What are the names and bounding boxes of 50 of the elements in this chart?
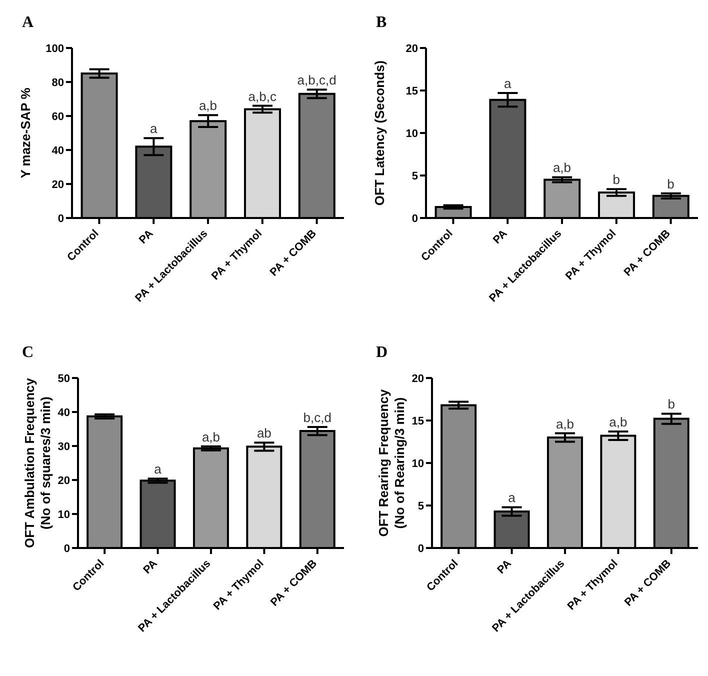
annotation: a,b [552, 160, 572, 176]
annotation: b,c,d [303, 410, 332, 425]
annotation: b [667, 176, 674, 192]
chart-title: D [376, 344, 388, 362]
x-tick-label: PA [141, 558, 160, 576]
annotation: a,b [198, 98, 218, 114]
annotation: a [154, 462, 162, 477]
y-tick-label: 0 [412, 212, 418, 225]
y-tick-label: 80 [52, 76, 64, 89]
annotation: a [150, 121, 158, 136]
y-tick-label: 0 [58, 212, 64, 225]
y-tick-label: 20 [52, 178, 64, 191]
y-tick-label: 30 [58, 440, 70, 453]
chart-title: C [22, 344, 34, 362]
y-tick-label: 40 [52, 144, 64, 157]
chart-title: B [376, 14, 387, 32]
annotation: a [508, 490, 516, 506]
x-tick-label: PA [491, 228, 510, 246]
annotation: a,b [609, 414, 628, 430]
annotation: a [504, 76, 512, 92]
y-tick-label: 10 [412, 458, 424, 470]
y-tick-label: 15 [412, 415, 424, 428]
y-tick-label: 20 [58, 474, 70, 487]
y-axis-title: OFT Ambulation Frequency (No of squares/3 min) [22, 377, 53, 548]
annotation: a,b [556, 416, 574, 432]
y-axis-title: Y maze-SAP % [18, 87, 33, 178]
annotation: ab [256, 426, 272, 441]
y-tick-label: 15 [406, 85, 418, 98]
chart-title: A [22, 14, 34, 32]
y-tick-label: 0 [64, 542, 70, 555]
annotation: a,b,c,d [297, 72, 336, 88]
annotation: b [668, 396, 676, 412]
x-tick-label: PA [137, 228, 156, 246]
y-axis-title: OFT Rearing Frequency (No of Rearing/3 min) [376, 388, 407, 537]
y-tick-label: 60 [52, 110, 64, 123]
y-tick-label: 100 [46, 42, 64, 55]
y-tick-label: 5 [418, 500, 424, 512]
y-tick-label: 40 [58, 406, 70, 419]
y-tick-label: 10 [406, 128, 418, 140]
y-tick-label: 10 [58, 508, 70, 521]
annotation: b [612, 172, 620, 188]
y-tick-label: 20 [412, 372, 424, 385]
annotation: a,b,c [248, 88, 277, 104]
x-tick-label: PA [495, 558, 514, 576]
y-tick-label: 50 [58, 372, 70, 385]
y-tick-label: 5 [412, 170, 418, 182]
y-tick-label: 0 [418, 542, 424, 555]
annotation: a,b [202, 429, 220, 444]
y-axis-title: OFT Latency (Seconds) [372, 60, 387, 206]
y-tick-label: 20 [406, 42, 418, 55]
